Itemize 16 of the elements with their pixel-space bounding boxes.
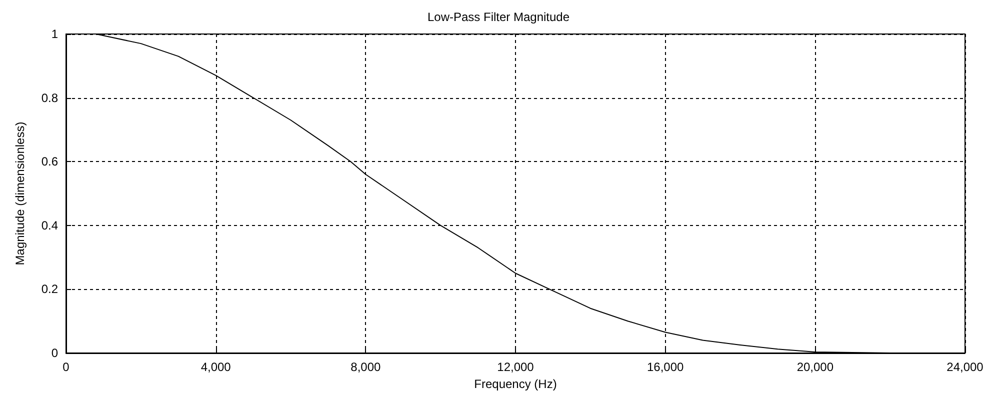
x-tick-label: 4,000 [200, 360, 232, 374]
y-tick-label: 0.2 [41, 282, 58, 296]
y-tick-label: 0.4 [41, 218, 58, 232]
chart-title: Low-Pass Filter Magnitude [427, 10, 570, 24]
y-tick-label: 1 [51, 27, 58, 41]
x-tick-label: 0 [62, 360, 70, 374]
x-tick-label: 16,000 [646, 360, 684, 374]
x-axis-title: Frequency (Hz) [474, 376, 557, 391]
x-tick-label: 24,000 [946, 360, 984, 374]
y-tick-label: 0.8 [41, 90, 58, 105]
x-tick-label: 20,000 [796, 360, 834, 374]
y-tick-label: 0.6 [41, 154, 58, 169]
y-axis-title: Magnitude (dimensionless) [13, 122, 27, 266]
x-tick-label: 12,000 [497, 360, 534, 374]
x-tick-label: 8,000 [350, 360, 382, 374]
y-tick-label: 0 [51, 346, 58, 360]
